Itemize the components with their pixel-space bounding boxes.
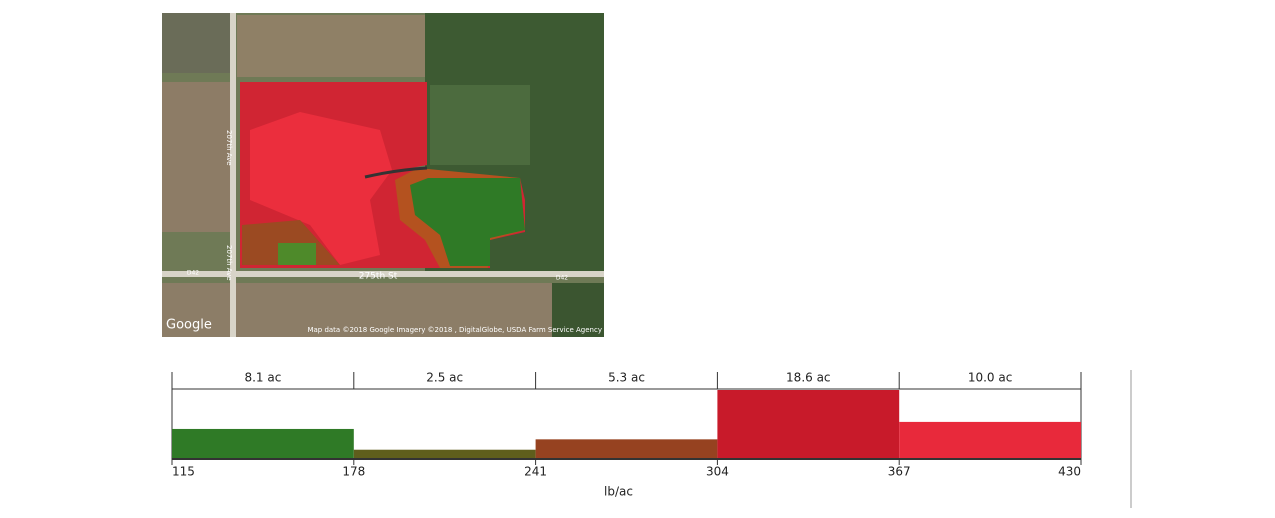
road-label: D42 xyxy=(556,275,568,282)
bar xyxy=(353,449,536,459)
x-tick-label: 178 xyxy=(342,465,365,479)
x-tick-label: 430 xyxy=(1058,465,1081,479)
x-tick-label: 115 xyxy=(172,465,195,479)
bar xyxy=(717,390,900,459)
road-label: 207th Ave xyxy=(225,130,233,166)
bar xyxy=(535,439,718,459)
map-attribution: Map data ©2018 Google Imagery ©2018 , Di… xyxy=(307,326,602,334)
bar xyxy=(172,428,354,459)
x-tick-label: 367 xyxy=(888,465,911,479)
map-logo: Google xyxy=(166,318,212,333)
x-axis-label: lb/ac xyxy=(604,485,633,499)
histogram: 8.1 ac 2.5 ac 5.3 ac 18.6 ac 10.0 ac 115 178 24… xyxy=(171,371,1082,499)
x-tick-label: 241 xyxy=(524,465,547,479)
x-tick-label: 304 xyxy=(706,465,729,479)
value-label: 5.3 ac xyxy=(608,371,645,385)
value-label: 10.0 ac xyxy=(968,371,1012,385)
value-label: 2.5 ac xyxy=(426,371,463,385)
satellite-map: 207th Ave 207th Ave 275th St D42 D42 Goo… xyxy=(162,13,604,337)
road-label: 207th Ave xyxy=(225,245,233,281)
road-label: 275th St xyxy=(359,272,398,282)
value-label: 8.1 ac xyxy=(244,371,281,385)
road-label: D42 xyxy=(187,270,199,277)
bar xyxy=(899,421,1081,459)
value-label: 18.6 ac xyxy=(786,371,830,385)
